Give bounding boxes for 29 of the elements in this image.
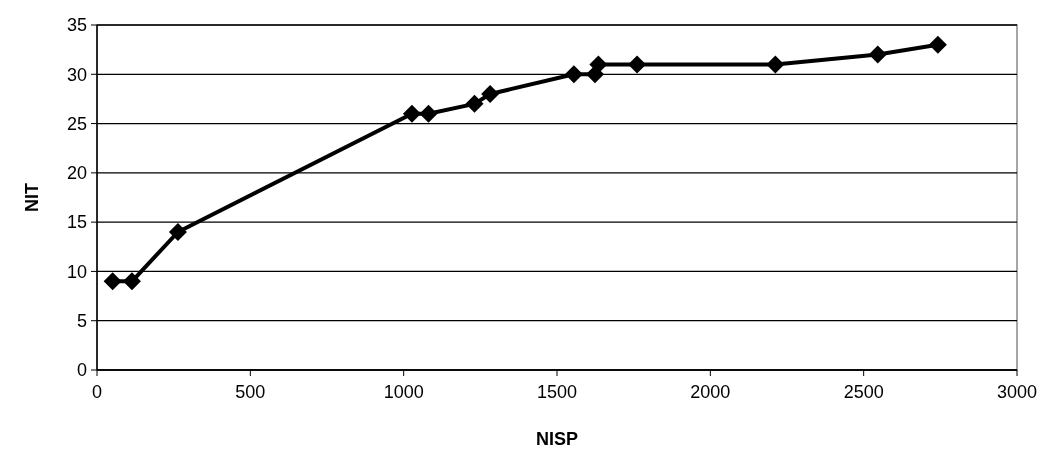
point — [419, 104, 438, 123]
point — [168, 223, 187, 241]
point — [766, 55, 785, 74]
y-tick-label: 10 — [66, 261, 87, 282]
x-tick-label: 500 — [235, 382, 266, 402]
x-tick-label: 0 — [91, 382, 103, 402]
point — [122, 272, 141, 291]
y-tick-label: 25 — [66, 113, 87, 134]
x-axis-title: NISP — [535, 429, 579, 449]
y-tick-label: 20 — [66, 163, 87, 184]
x-tick-label: 3000 — [996, 382, 1038, 402]
point — [465, 94, 484, 113]
point — [402, 104, 421, 123]
point — [628, 55, 647, 74]
point — [868, 45, 887, 64]
x-tick-label: 1000 — [383, 382, 424, 402]
point — [481, 85, 500, 103]
point — [103, 272, 122, 291]
y-tick-label: 5 — [76, 311, 87, 332]
point — [928, 35, 947, 54]
x-tick-label: 2500 — [843, 382, 884, 402]
y-tick-label: 35 — [66, 15, 87, 36]
x-tick-label: 2000 — [690, 382, 731, 402]
y-tick-label: 0 — [76, 360, 87, 381]
point — [564, 65, 583, 84]
x-tick-label: 1500 — [536, 382, 578, 402]
y-tick-label: 15 — [66, 212, 87, 233]
y-axis-title: NIT — [22, 183, 42, 212]
y-tick-label: 30 — [66, 64, 87, 85]
